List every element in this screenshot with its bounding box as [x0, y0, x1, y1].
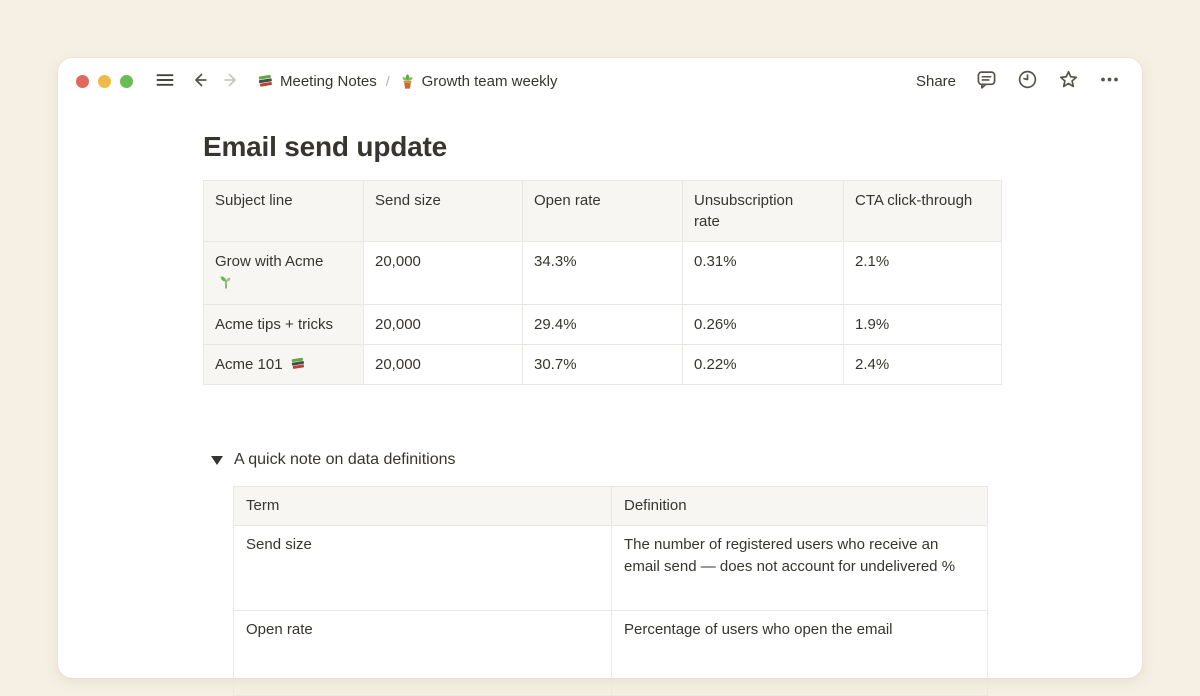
table-header-row: Term Definition	[233, 486, 988, 526]
arrow-right-icon	[221, 70, 241, 93]
cell-cta-click-through[interactable]: 2.1%	[843, 241, 1002, 305]
column-header-definition[interactable]: Definition	[611, 486, 988, 526]
column-header-unsubscription-rate[interactable]: Unsubscription rate	[682, 180, 844, 242]
column-header-subject-line[interactable]: Subject line	[203, 180, 364, 242]
page-title[interactable]: Email send update	[203, 131, 447, 162]
topbar-actions: Share	[916, 69, 1120, 93]
cell-open-rate[interactable]: 34.3%	[522, 241, 683, 305]
cell-send-size[interactable]: 20,000	[363, 241, 523, 305]
seedling-icon	[218, 274, 352, 290]
cell-open-rate[interactable]: 29.4%	[522, 304, 683, 345]
column-header-send-size[interactable]: Send size	[363, 180, 523, 242]
cell-text: Grow with Acme	[215, 253, 324, 270]
share-button[interactable]: Share	[915, 72, 956, 90]
breadcrumb-item-meeting-notes[interactable]: Meeting Notes	[257, 73, 377, 90]
back-button[interactable]	[190, 70, 210, 93]
comments-button[interactable]	[976, 69, 997, 93]
email-metrics-table: Subject line Send size Open rate Unsubsc…	[203, 180, 1002, 385]
column-header-label: Send size	[375, 192, 441, 209]
table-row: Send size The number of registered users…	[233, 525, 988, 611]
breadcrumb-label: Growth team weekly	[421, 72, 558, 90]
updates-button[interactable]	[1017, 69, 1038, 93]
cell-term[interactable]: Send size	[233, 525, 612, 611]
column-header-cta-click-through[interactable]: CTA click-through	[843, 180, 1002, 242]
cell-subject[interactable]: Acme 101	[203, 344, 364, 385]
hamburger-icon	[155, 70, 175, 93]
toggle-label: A quick note on data definitions	[234, 451, 456, 468]
column-header-label: Subject line	[215, 192, 293, 209]
books-icon	[257, 73, 274, 90]
column-header-label: CTA click-through	[855, 192, 973, 209]
cell-definition[interactable]: The number of registered users who recei…	[611, 525, 988, 611]
minimize-window-button[interactable]	[98, 74, 111, 88]
books-icon	[290, 356, 306, 372]
table-row: Acme 101 20,000 30.7% 0.22% 2.4%	[203, 344, 1002, 385]
potted-plant-icon	[399, 73, 416, 90]
cell-term[interactable]: Open rate	[233, 610, 612, 696]
app-window: Meeting Notes / Growth team weekly Share	[58, 58, 1142, 696]
comment-icon	[976, 69, 997, 93]
column-header-label: Open rate	[534, 192, 601, 209]
forward-button[interactable]	[221, 70, 241, 93]
toggle-triangle-icon[interactable]	[211, 455, 223, 465]
definitions-table: Term Definition Send size The number of …	[233, 486, 988, 696]
cell-unsubscription-rate[interactable]: 0.26%	[682, 304, 844, 345]
breadcrumb: Meeting Notes / Growth team weekly	[257, 73, 558, 90]
cell-cta-click-through[interactable]: 2.4%	[843, 344, 1002, 385]
star-icon	[1058, 69, 1079, 93]
cell-definition[interactable]: Percentage of users who open the email	[611, 610, 988, 696]
toggle-block[interactable]: A quick note on data definitions	[203, 451, 1001, 469]
breadcrumb-separator: /	[385, 73, 390, 89]
favorite-button[interactable]	[1058, 69, 1079, 93]
breadcrumb-item-growth-team-weekly[interactable]: Growth team weekly	[399, 73, 558, 90]
cell-unsubscription-rate[interactable]: 0.22%	[682, 344, 844, 385]
cell-open-rate[interactable]: 30.7%	[522, 344, 683, 385]
cell-text: Acme 101	[215, 356, 283, 373]
page-content: Email send update Subject line Send size…	[203, 131, 1002, 696]
cell-send-size[interactable]: 20,000	[363, 304, 523, 345]
arrow-left-icon	[190, 70, 210, 93]
cell-unsubscription-rate[interactable]: 0.31%	[682, 241, 844, 305]
table-row: Grow with Acme 20,000 34.3% 0.31% 2.1%	[203, 241, 1002, 305]
sidebar-menu-button[interactable]	[155, 70, 175, 93]
column-header-term[interactable]: Term	[233, 486, 612, 526]
zoom-window-button[interactable]	[120, 74, 133, 88]
close-window-button[interactable]	[76, 74, 89, 88]
cell-send-size[interactable]: 20,000	[363, 344, 523, 385]
more-icon	[1099, 69, 1120, 93]
cell-subject[interactable]: Acme tips + tricks	[203, 304, 364, 345]
column-header-label: Term	[246, 497, 280, 514]
table-header-row: Subject line Send size Open rate Unsubsc…	[203, 180, 1002, 242]
table-row: Open rate Percentage of users who open t…	[233, 610, 988, 696]
more-options-button[interactable]	[1099, 69, 1120, 93]
cell-subject[interactable]: Grow with Acme	[203, 241, 364, 305]
traffic-lights	[76, 74, 133, 88]
column-header-open-rate[interactable]: Open rate	[522, 180, 683, 242]
breadcrumb-label: Meeting Notes	[280, 72, 377, 90]
history-clock-icon	[1017, 69, 1038, 93]
window-topbar: Meeting Notes / Growth team weekly Share	[58, 58, 1142, 104]
column-header-label: Definition	[624, 497, 687, 514]
cell-cta-click-through[interactable]: 1.9%	[843, 304, 1002, 345]
table-row: Acme tips + tricks 20,000 29.4% 0.26% 1.…	[203, 304, 1002, 345]
column-header-label: Unsubscription rate	[694, 192, 794, 230]
